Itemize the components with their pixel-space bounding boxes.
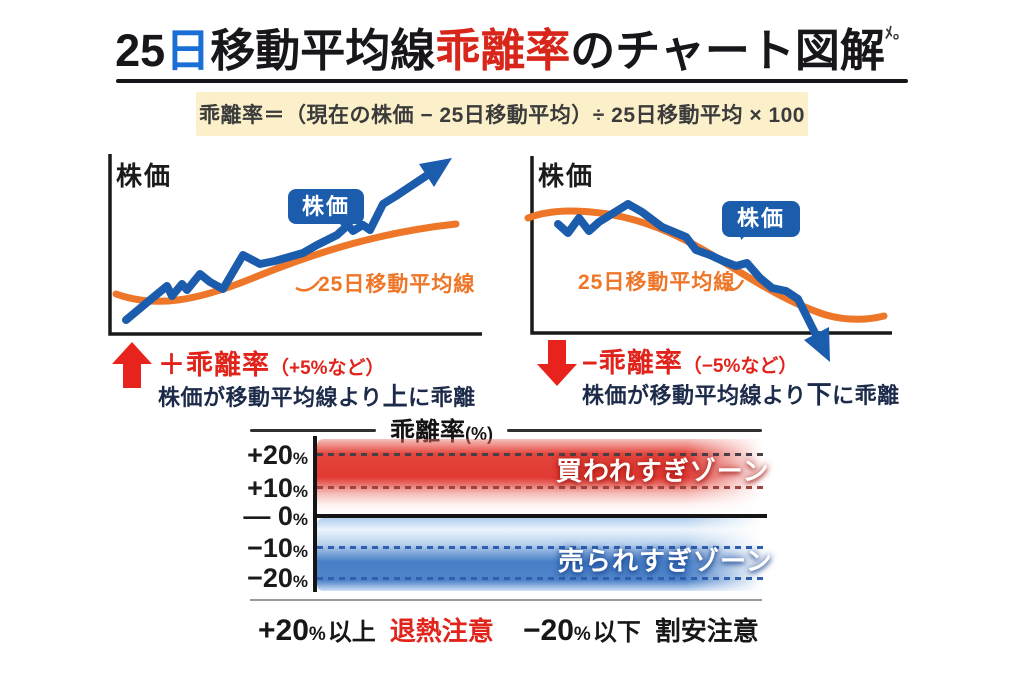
left-ma-callout-curve: [295, 280, 320, 292]
left-caption-body-suffix: に乖離: [408, 385, 476, 410]
left-ma-line: [112, 220, 460, 305]
right-price-line: [554, 200, 820, 339]
right-caption-body-emphasis: 下: [806, 381, 833, 409]
title-superscript-artifact: ﾒ。: [884, 25, 909, 42]
page-title: 25日移動平均線乖離率のチャート図解ﾒ。: [0, 14, 1024, 79]
right-caption-sign: −乖離率: [582, 348, 683, 378]
footer-right-condition: 以下: [592, 619, 641, 646]
title-moving-average: 移動平均線: [210, 25, 436, 76]
left-caption-sign: ＋乖離率: [158, 350, 270, 380]
footer-left-condition: 以上: [327, 619, 376, 646]
right-ma-callout-curve: [723, 279, 745, 292]
left-caption-heading: ＋乖離率 （+5%など）: [158, 343, 385, 382]
left-axis-label: 株価: [116, 161, 173, 191]
oversold-zone-label: 売られすぎゾーン: [558, 546, 773, 576]
footer-left-warning: 退熱注意: [389, 616, 494, 646]
footer-left-unit: %: [308, 624, 326, 645]
y-tick-minus20: −20%: [247, 563, 308, 593]
red-down-arrow-icon: [537, 340, 577, 386]
band-chart-bottom-rule: [250, 599, 762, 601]
gridline-plus10: [317, 486, 765, 489]
footer-right-value: −20: [523, 614, 574, 647]
gridline-minus20: [317, 577, 765, 580]
header-rule-right: [507, 428, 762, 432]
title-rest: のチャート図解: [570, 25, 885, 76]
overbought-zone-label: 買われすぎゾーン: [556, 456, 770, 486]
right-caption-body-suffix: に乖離: [832, 383, 900, 408]
zero-percent-line: [315, 514, 767, 518]
left-caption-body-emphasis: 上: [382, 383, 409, 411]
left-chart-rising: [108, 154, 482, 336]
formula-box: 乖離率＝（現在の株価 − 25日移動平均）÷ 25日移動平均 × 100: [196, 92, 808, 136]
right-caption-body-prefix: 株価が移動平均線より: [582, 383, 807, 408]
y-tick-minus10: −10%: [247, 533, 308, 563]
y-tick-plus10: +10%: [247, 473, 308, 503]
up-trend-arrow-icon: [419, 158, 452, 187]
gridline-plus20: [317, 453, 765, 456]
footer-oversold-note: −20 % 以下 割安注意: [523, 611, 759, 648]
down-trend-arrow-icon: [804, 327, 830, 362]
header-rule-left: [250, 428, 376, 432]
title-underline: [116, 79, 908, 83]
gridline-minus10: [317, 546, 765, 549]
left-price-line: [122, 172, 430, 324]
overbought-band: [317, 439, 767, 513]
footer-right-warning: 割安注意: [654, 616, 759, 646]
right-ma-label: 25日移動平均線: [578, 271, 736, 294]
footer-overbought-note: +20 % 以上 退熱注意: [258, 611, 494, 648]
title-day-character: 日: [165, 25, 211, 76]
title-number: 25: [115, 25, 166, 76]
title-deviation-rate: 乖離率: [435, 25, 571, 76]
y-tick-zero: — 0%: [243, 501, 308, 531]
right-caption-example: （−5%など）: [682, 356, 798, 377]
right-caption-heading: −乖離率 （−5%など）: [582, 341, 797, 380]
y-tick-plus20: +20%: [247, 440, 308, 470]
right-chart-falling: [524, 156, 892, 362]
red-up-arrow-icon: [112, 342, 152, 388]
left-ma-label: 25日移動平均線: [318, 273, 476, 296]
left-caption-example: （+5%など）: [270, 358, 385, 379]
right-caption-body: 株価が移動平均線より下に乖離: [582, 375, 900, 411]
left-chart-axes: [108, 154, 482, 336]
right-axis-label: 株価: [538, 161, 595, 191]
formula-text: 乖離率＝（現在の株価 − 25日移動平均）÷ 25日移動平均 × 100: [199, 104, 805, 127]
footer-right-unit: %: [573, 624, 591, 645]
left-caption-body-prefix: 株価が移動平均線より: [158, 385, 383, 410]
left-price-bubble: 株価: [288, 189, 364, 224]
footer-left-value: +20: [258, 614, 309, 647]
right-price-bubble: 株価: [722, 201, 800, 237]
left-caption-body: 株価が移動平均線より上に乖離: [158, 377, 476, 413]
